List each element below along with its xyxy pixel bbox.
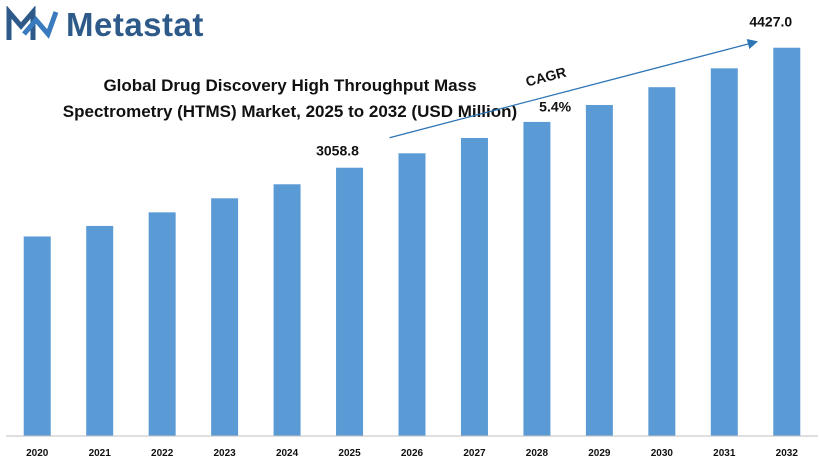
bar-2030 <box>648 87 676 436</box>
x-tick-label-2031: 2031 <box>713 448 736 459</box>
cagr-arrow <box>389 38 759 139</box>
x-tick-label-2027: 2027 <box>463 448 486 459</box>
bar-2032 <box>773 47 801 436</box>
cagr-value: 5.4% <box>539 98 571 114</box>
bar-2025 <box>336 167 364 436</box>
bar-2026 <box>398 153 426 436</box>
x-tick-label-2020: 2020 <box>26 448 49 459</box>
x-tick-label-2030: 2030 <box>651 448 674 459</box>
bar-2023 <box>211 198 239 436</box>
x-tick-label-2024: 2024 <box>276 448 299 459</box>
bar-2020 <box>23 236 51 436</box>
chart-title-line-1: Global Drug Discovery High Throughput Ma… <box>103 76 477 95</box>
x-tick-label-2021: 2021 <box>89 448 112 459</box>
metastat-m-logo-icon <box>6 6 59 40</box>
chart-title-line-2: Spectrometry (HTMS) Market, 2025 to 2032… <box>62 102 518 121</box>
bar-2024 <box>273 184 301 436</box>
x-tick-label-2032: 2032 <box>776 448 799 459</box>
x-tick-label-2023: 2023 <box>213 448 236 459</box>
brand-logo: Metastat <box>6 4 204 46</box>
x-tick-label-2025: 2025 <box>338 448 361 459</box>
brand-name: Metastat <box>66 6 204 43</box>
bar-2031 <box>710 68 738 437</box>
x-tick-label-2029: 2029 <box>588 448 611 459</box>
chart-title: Global Drug Discovery High Throughput Ma… <box>20 73 560 125</box>
data-label-2032: 4427.0 <box>749 14 792 30</box>
x-tick-label-2022: 2022 <box>151 448 174 459</box>
bar-2027 <box>460 137 488 436</box>
bar-2029 <box>585 104 613 437</box>
cagr-label: CAGR <box>524 64 568 90</box>
x-tick-label-2028: 2028 <box>526 448 549 459</box>
x-tick-label-2026: 2026 <box>401 448 424 459</box>
data-label-2025: 3058.8 <box>316 143 359 159</box>
bar-2028 <box>523 121 551 437</box>
bar-2021 <box>86 225 114 436</box>
bar-2022 <box>148 212 176 436</box>
